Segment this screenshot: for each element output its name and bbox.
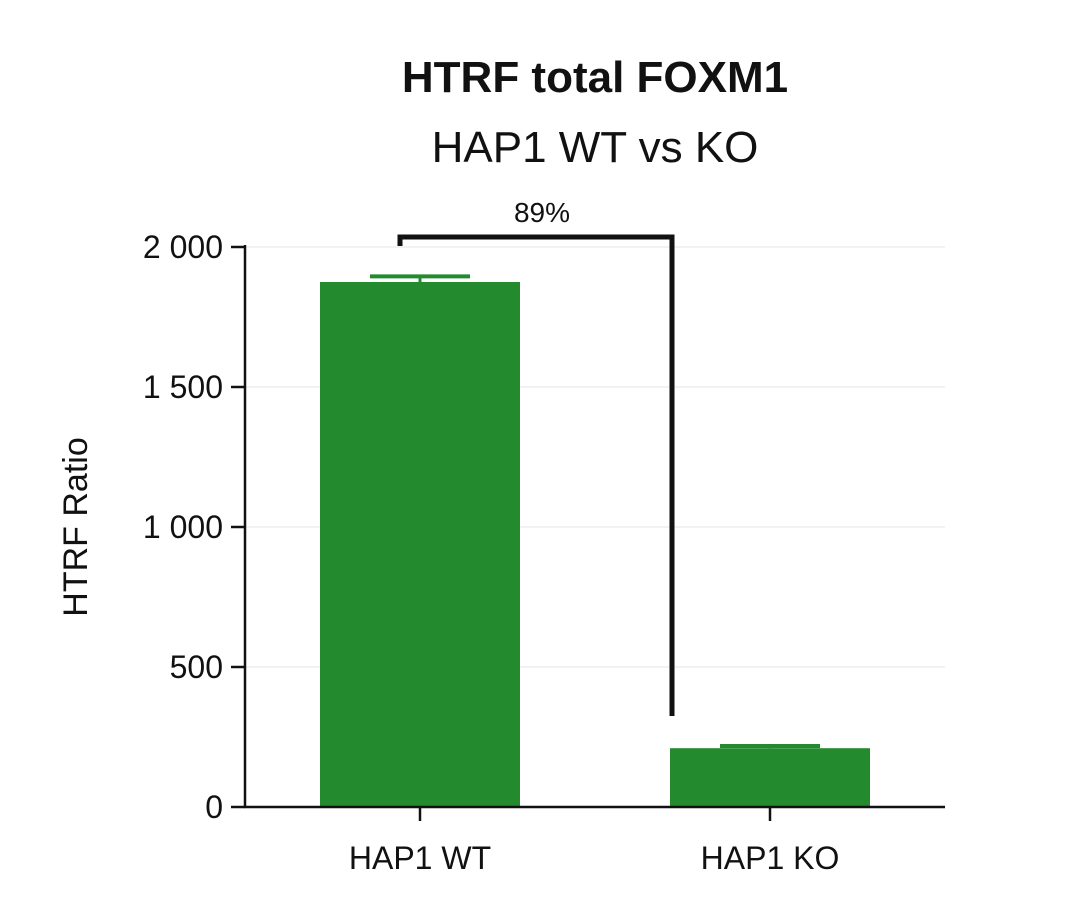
percent-reduction-label: 89% (514, 197, 570, 228)
bar (320, 282, 520, 807)
y-tick-label: 500 (170, 649, 223, 685)
comparison-bracket (397, 234, 675, 716)
comparison-annotation: 89% (397, 197, 675, 716)
y-tick-label: 1 000 (143, 509, 223, 545)
chart-title: HTRF total FOXM1 (402, 53, 788, 102)
y-tick-label: 0 (205, 789, 223, 825)
chart-subtitle: HAP1 WT vs KO (432, 123, 759, 172)
axes: 0 500 1 000 1 500 2 000 HAP1 WT HAP1 KO (143, 229, 945, 876)
y-tick-label: 1 500 (143, 369, 223, 405)
x-tick-label: HAP1 WT (349, 840, 491, 876)
y-tick-label: 2 000 (143, 229, 223, 265)
y-axis-title: HTRF Ratio (57, 437, 95, 616)
bars (320, 274, 870, 807)
bar (670, 748, 870, 807)
x-tick-label: HAP1 KO (701, 840, 840, 876)
